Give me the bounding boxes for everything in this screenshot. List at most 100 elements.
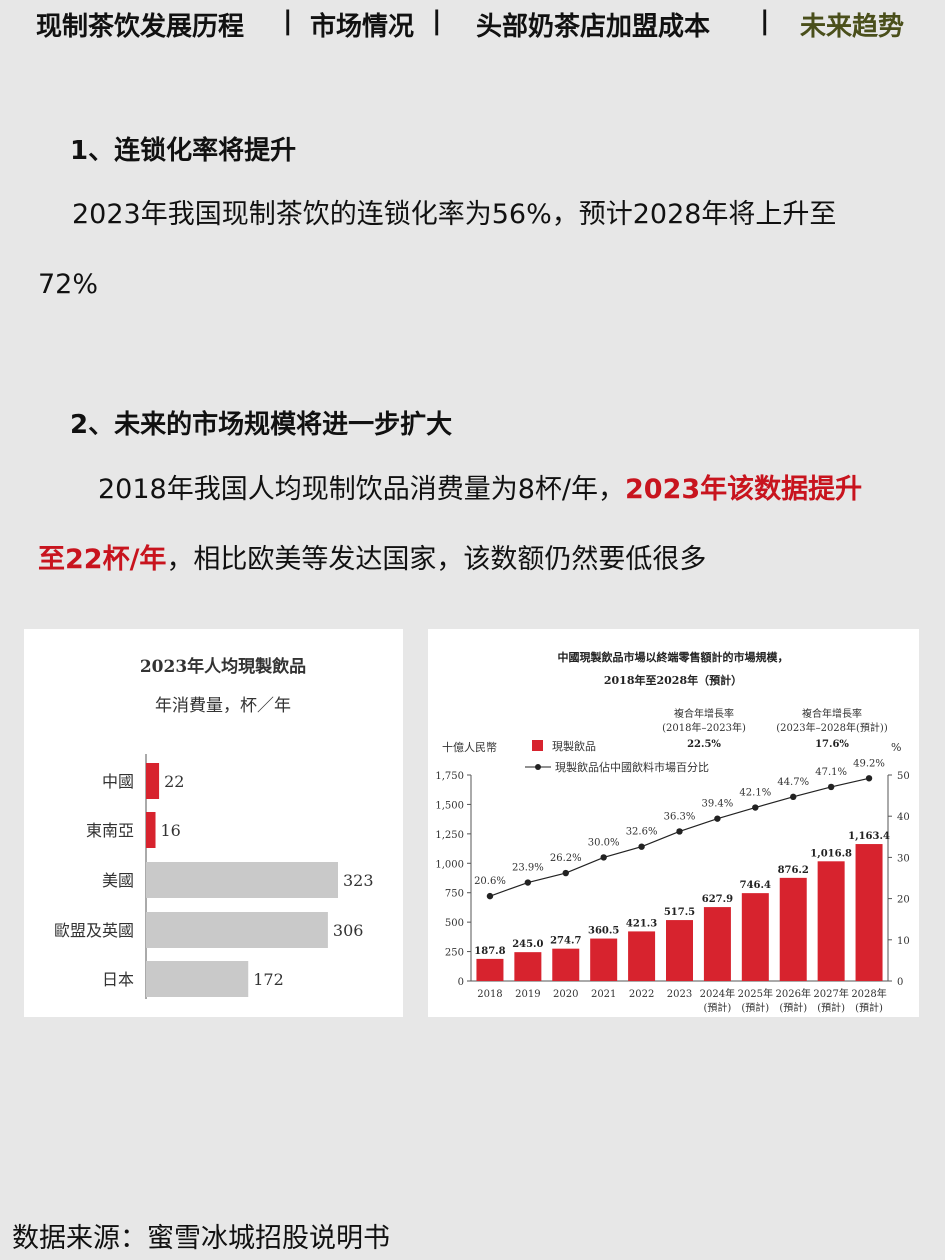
nav-item-franchise-cost[interactable]: 头部奶茶店加盟成本 (476, 12, 711, 42)
bar-value-label: 360.5 (588, 926, 619, 937)
share-label: 26.2% (550, 853, 582, 864)
section2-line2-text: ，相比欧美等发达国家，该数额仍然要低很多 (166, 544, 707, 575)
share-label: 44.7% (777, 777, 809, 788)
bar-value-label: 627.9 (702, 894, 733, 905)
cagr-label: 複合年增長率 (674, 707, 734, 720)
section2-line2-highlight: 至22杯/年 (38, 544, 167, 575)
x-tick-label: 2018 (477, 989, 502, 1000)
section1-heading: 1、连锁化率将提升 (70, 136, 297, 166)
x-tick-label: 2019 (515, 989, 540, 1000)
bar-value-label: 187.8 (474, 946, 505, 957)
market-size-bar (703, 907, 731, 981)
cagr-label: 複合年增長率 (802, 707, 862, 720)
right-tick-label: 20 (897, 895, 910, 906)
market-size-bar (476, 958, 504, 981)
bar-value-label: 517.5 (664, 907, 695, 918)
data-label: 16 (161, 821, 181, 840)
bar-value-label: 245.0 (512, 939, 543, 950)
category-label: 歐盟及英國 (54, 921, 134, 940)
x-tick-label: 2023 (667, 989, 692, 1000)
x-tick-label: 2024年 (700, 987, 735, 1000)
x-tick-note: (預計) (855, 1001, 883, 1014)
nav-separator: | (432, 6, 442, 36)
market-size-bar (817, 861, 845, 981)
share-point (562, 869, 569, 877)
market-size-bar (855, 844, 883, 981)
left-tick-label: 500 (445, 918, 464, 929)
per-capita-chart-card: 2023年人均現製飲品 年消費量，杯／年 中國 22 東南亞 16 美國 323 歐盟及英國 30… (24, 629, 403, 1017)
market-size-bar (666, 920, 693, 981)
x-tick-label: 2022 (629, 989, 654, 1000)
market-size-bar (514, 952, 542, 981)
share-label: 39.4% (702, 799, 734, 810)
nav-item-future-trend[interactable]: 未来趋势 (800, 12, 905, 42)
share-point (524, 879, 532, 886)
share-point (714, 815, 721, 822)
bar-value-label: 421.3 (626, 918, 657, 929)
chart-subtitle: 年消費量，杯／年 (155, 696, 291, 716)
share-point (486, 892, 494, 900)
market-size-bar (552, 948, 580, 981)
market-size-chart: 中國現製飲品市場以終端零售額計的市場規模， 2018年至2028年（預計） 複合年增… (435, 650, 910, 1014)
bar-0 (146, 763, 160, 799)
x-tick-label: 2027年 (813, 987, 848, 1000)
nav-separator: | (760, 6, 770, 36)
chart-title: 中國現製飲品市場以終端零售額計的市場規模， (558, 650, 789, 664)
left-tick-label: 750 (445, 889, 464, 900)
share-point (600, 854, 607, 861)
market-size-bar (779, 877, 807, 981)
section2-line2: 至22杯/年，相比欧美等发达国家，该数额仍然要低很多 (38, 525, 918, 595)
bar-value-label: 746.4 (740, 880, 771, 891)
market-size-bar (628, 931, 656, 981)
cagr-period: (2018年–2023年) (662, 721, 746, 734)
share-line (489, 777, 870, 897)
nav-item-history[interactable]: 现制茶饮发展历程 (36, 12, 245, 42)
left-tick-label: 0 (458, 977, 464, 988)
y-axis-title: 十億人民幣 (442, 740, 497, 754)
section1-paragraph: 2023年我国现制茶饮的连锁化率为56%，预计2028年将上升至 72% (38, 180, 918, 320)
legend-bar-label: 現製飲品 (552, 739, 596, 753)
legend-bar-swatch (532, 740, 543, 751)
nav-item-market[interactable]: 市场情况 (310, 12, 415, 42)
share-point (752, 804, 759, 811)
bar-2 (146, 862, 338, 898)
cagr-value: 22.5% (687, 739, 721, 750)
y2-axis-title: % (891, 741, 901, 754)
data-source-note: 数据来源：蜜雪冰城招股说明书 (12, 1223, 390, 1254)
x-tick-note: (預計) (741, 1001, 769, 1014)
share-point (827, 783, 835, 791)
legend-line-marker (535, 764, 541, 770)
section2-line1-highlight: 2023年该数据提升 (625, 474, 863, 505)
market-size-chart-card: 中國現製飲品市場以終端零售額計的市場規模， 2018年至2028年（預計） 複合年增… (428, 629, 919, 1017)
left-tick-label: 250 (445, 948, 464, 959)
top-nav: 现制茶饮发展历程 | 市场情况 | 头部奶茶店加盟成本 | 未来趋势 (0, 6, 945, 46)
section2-line1-text: 2018年我国人均现制饮品消费量为8杯/年， (98, 474, 625, 505)
chart-title: 2023年人均現製飲品 (140, 656, 306, 677)
right-tick-label: 10 (897, 936, 910, 947)
x-tick-note: (預計) (817, 1001, 845, 1014)
share-label: 47.1% (815, 767, 847, 778)
market-size-bar (741, 893, 769, 981)
share-label: 20.6% (474, 876, 506, 887)
share-point (638, 843, 645, 850)
chart-subtitle: 2018年至2028年（預計） (604, 673, 742, 687)
bar-1 (146, 812, 156, 848)
bar-value-label: 274.7 (550, 936, 581, 947)
share-label: 30.0% (588, 837, 620, 848)
share-point (790, 793, 797, 801)
right-tick-label: 50 (897, 771, 910, 782)
left-tick-label: 1,500 (435, 800, 464, 811)
right-tick-label: 30 (897, 853, 910, 864)
bar-value-label: 1,163.4 (848, 831, 890, 842)
x-tick-label: 2026年 (776, 987, 811, 1000)
data-label: 306 (333, 921, 364, 940)
legend-line-label: 現製飲品佔中國飲料市場百分比 (555, 760, 709, 774)
left-tick-label: 1,250 (435, 830, 464, 841)
x-tick-label: 2025年 (738, 987, 773, 1000)
x-tick-note: (預計) (779, 1001, 807, 1014)
section1-line1: 2023年我国现制茶饮的连锁化率为56%，预计2028年将上升至 (72, 199, 837, 230)
right-tick-label: 40 (897, 812, 910, 823)
data-label: 22 (164, 772, 184, 791)
share-label: 42.1% (739, 788, 771, 799)
